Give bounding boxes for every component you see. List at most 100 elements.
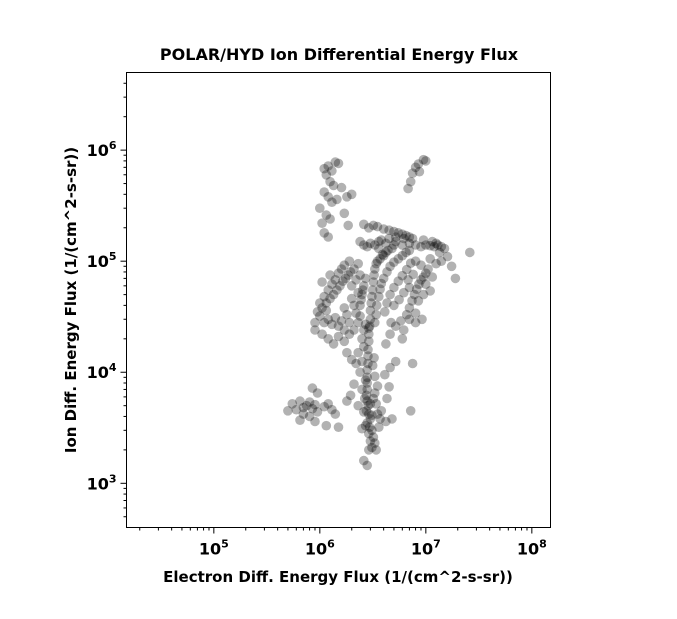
data-point — [344, 329, 355, 340]
x-major-ticks: 105 106 107 108 — [199, 527, 547, 559]
data-point — [317, 277, 327, 287]
data-point — [330, 157, 341, 167]
data-point — [397, 240, 408, 250]
data-point — [408, 269, 419, 280]
data-point — [342, 309, 352, 320]
data-point — [355, 367, 365, 378]
data-point — [397, 250, 408, 261]
data-point — [333, 321, 344, 332]
data-point — [364, 409, 374, 419]
data-point — [364, 422, 375, 433]
data-point — [353, 258, 364, 269]
data-point — [319, 291, 330, 302]
data-point — [450, 273, 461, 284]
data-point — [404, 282, 415, 293]
data-point — [418, 235, 429, 245]
data-point — [336, 182, 347, 193]
data-point — [376, 406, 387, 416]
data-point — [371, 445, 382, 455]
data-point — [418, 154, 429, 165]
data-point — [407, 358, 418, 369]
data-point — [343, 270, 354, 280]
data-point — [382, 393, 392, 404]
data-point — [429, 241, 440, 252]
data-point — [346, 293, 357, 304]
data-point — [344, 317, 355, 328]
data-point — [344, 256, 355, 267]
data-point — [359, 240, 369, 250]
data-point — [339, 303, 350, 313]
data-point — [345, 390, 356, 401]
data-point — [339, 208, 350, 219]
data-point — [360, 273, 371, 284]
data-point — [319, 317, 330, 328]
data-point — [421, 268, 431, 279]
data-point — [368, 220, 379, 231]
data-point — [359, 455, 369, 466]
data-point — [291, 404, 302, 415]
data-point — [404, 303, 415, 313]
data-point — [389, 257, 399, 268]
data-point — [403, 183, 413, 194]
data-point — [319, 401, 330, 412]
data-point — [295, 415, 305, 426]
data-point — [410, 256, 421, 267]
data-point — [315, 311, 325, 321]
data-point — [387, 243, 397, 254]
data-point — [380, 307, 390, 317]
data-point — [342, 347, 352, 358]
data-point — [389, 300, 399, 311]
data-point — [390, 321, 401, 332]
data-point — [357, 423, 367, 434]
data-point — [339, 260, 350, 271]
y-tick-label: 106 — [87, 139, 117, 160]
data-point — [369, 270, 379, 280]
data-point — [317, 329, 327, 340]
data-point — [421, 279, 431, 290]
data-point — [325, 176, 335, 187]
data-point — [425, 286, 436, 296]
data-point — [390, 356, 401, 367]
data-point — [372, 409, 383, 419]
x-tick-label: 107 — [411, 538, 441, 559]
data-point — [397, 334, 408, 344]
data-point — [362, 241, 373, 252]
data-point — [410, 162, 421, 173]
data-point — [389, 226, 399, 237]
y-major-ticks: 103 104 105 106 — [87, 139, 127, 493]
data-point — [327, 279, 337, 290]
data-point — [298, 402, 309, 413]
data-point — [315, 298, 325, 308]
data-point — [364, 329, 374, 340]
data-point — [372, 221, 383, 232]
data-point — [362, 460, 373, 471]
data-point — [416, 275, 426, 285]
data-point — [349, 325, 359, 335]
data-point — [371, 309, 382, 320]
data-point — [385, 261, 395, 272]
data-point — [333, 268, 344, 279]
data-point — [360, 420, 371, 431]
data-point — [413, 296, 424, 306]
data-point — [359, 407, 369, 417]
data-point — [421, 156, 431, 166]
data-point — [414, 279, 424, 290]
data-point — [403, 275, 413, 285]
data-point — [340, 273, 351, 284]
x-minor-ticks — [139, 527, 528, 531]
data-point — [381, 238, 391, 249]
x-axis-label: Electron Diff. Energy Flux (1/(cm^2-s-sr… — [163, 568, 513, 586]
data-point — [442, 251, 453, 262]
data-point — [353, 400, 364, 411]
data-point — [381, 247, 391, 258]
data-point — [417, 314, 427, 325]
data-point — [439, 243, 450, 254]
data-point — [333, 331, 344, 342]
data-point — [367, 291, 377, 302]
data-point — [399, 325, 409, 335]
data-point — [382, 267, 392, 277]
data-point — [367, 442, 377, 453]
data-point — [323, 285, 334, 295]
data-point — [319, 163, 330, 174]
data-point — [365, 305, 376, 316]
